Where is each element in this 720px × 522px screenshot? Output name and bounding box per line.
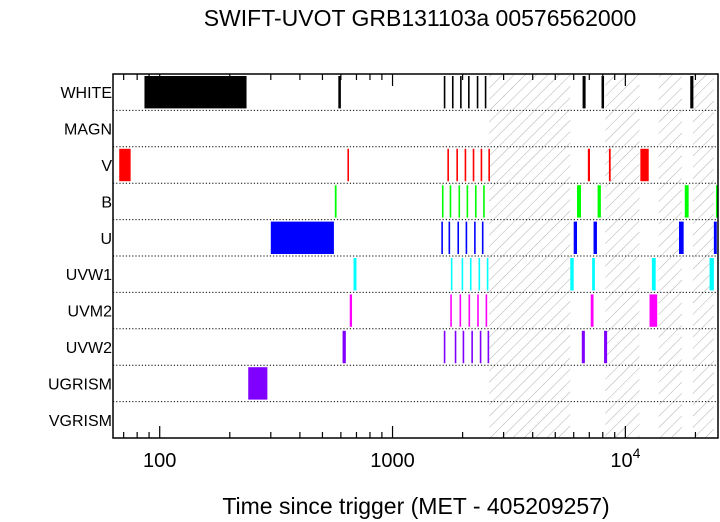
filter-label-u: U xyxy=(100,231,112,248)
x-tick-label-2: 104 xyxy=(610,445,640,472)
exposure-bar-uvm2-3 xyxy=(468,294,471,327)
exposure-bar-white-8 xyxy=(582,76,586,109)
filter-label-ugrism: UGRISM xyxy=(48,376,112,393)
exposure-bar-white-1 xyxy=(338,76,341,109)
exposure-bar-v-4 xyxy=(464,148,467,182)
exposure-bar-uvw2-0 xyxy=(342,330,346,364)
exposure-bar-uvw1-7 xyxy=(592,258,595,291)
exposure-bar-uvm2-0 xyxy=(349,294,353,327)
exposure-bar-uvw1-0 xyxy=(353,258,357,291)
filter-label-vgrism: VGRISM xyxy=(49,413,112,430)
filter-label-b: B xyxy=(101,194,112,211)
exposure-bar-u-2 xyxy=(448,221,451,254)
exposure-bar-uvm2-5 xyxy=(485,294,488,327)
exposure-bar-uvw1-4 xyxy=(478,258,481,291)
exposure-bar-uvw2-2 xyxy=(454,330,457,364)
exposure-bar-v-5 xyxy=(472,148,475,182)
exposure-bar-b-9 xyxy=(684,185,689,218)
exposure-bar-b-7 xyxy=(577,185,582,218)
plot-frame xyxy=(112,73,719,439)
filter-label-uvw2: UVW2 xyxy=(66,340,112,357)
exposure-bar-u-0 xyxy=(270,221,334,254)
bar-layer xyxy=(119,76,718,400)
exposure-bar-u-4 xyxy=(465,221,468,254)
exposure-bar-u-3 xyxy=(457,221,460,254)
exposure-bar-b-10 xyxy=(715,185,718,218)
exposure-bar-u-5 xyxy=(474,221,476,254)
exposure-bar-b-8 xyxy=(597,185,601,218)
exposure-bar-u-1 xyxy=(441,221,443,254)
exposure-bar-white-4 xyxy=(460,76,462,109)
exposure-bar-v-9 xyxy=(608,148,611,182)
filter-label-uvm2: UVM2 xyxy=(68,304,113,321)
exposure-bar-v-0 xyxy=(119,148,131,182)
filter-label-v: V xyxy=(101,158,112,175)
exposure-bar-b-4 xyxy=(466,185,469,218)
exposure-bar-uvm2-7 xyxy=(649,294,658,327)
exposure-bar-uvw1-5 xyxy=(486,258,489,291)
exposure-bar-u-9 xyxy=(679,221,684,254)
exposure-bar-b-1 xyxy=(441,185,444,218)
tick-layer: 100 1000 104 xyxy=(123,74,697,472)
exposure-bar-v-3 xyxy=(456,148,458,182)
exposure-bar-v-1 xyxy=(347,148,350,182)
filter-label-uvw1: UVW1 xyxy=(66,267,112,284)
exposure-bar-u-7 xyxy=(573,221,578,254)
exposure-bar-white-10 xyxy=(690,76,694,109)
exposure-bar-uvm2-4 xyxy=(477,294,479,327)
exposure-bar-b-6 xyxy=(483,185,485,218)
exposure-bar-uvw1-3 xyxy=(469,258,472,291)
exposure-bar-b-0 xyxy=(334,185,337,218)
exposure-bar-uvw1-2 xyxy=(461,258,464,291)
chart-title: SWIFT-UVOT GRB131103a 00576562000 xyxy=(204,5,637,31)
exposure-bar-white-3 xyxy=(451,76,454,109)
exposure-bar-b-2 xyxy=(449,185,452,218)
x-tick-label-1: 1000 xyxy=(370,450,415,472)
exposure-bar-b-5 xyxy=(474,185,477,218)
exposure-bar-uvw2-7 xyxy=(581,330,585,364)
exposure-bar-b-3 xyxy=(458,185,461,218)
exposure-bar-uvm2-2 xyxy=(459,294,462,327)
exposure-bar-v-7 xyxy=(488,148,490,182)
exposure-bar-u-10 xyxy=(713,221,717,254)
exposure-bar-uvw2-1 xyxy=(443,330,446,364)
label-layer: WHITE MAGN V B U UVW1 UVM2 UVW2 UGRISM VGRISM xyxy=(48,85,112,430)
exposure-bar-white-0 xyxy=(144,76,247,109)
exposure-bar-uvw2-6 xyxy=(487,330,490,364)
exposure-bar-v-6 xyxy=(480,148,483,182)
exposure-bar-uvm2-6 xyxy=(590,294,594,327)
exposure-bar-uvw2-3 xyxy=(462,330,465,364)
exposure-bar-v-2 xyxy=(447,148,449,182)
exposure-bar-white-6 xyxy=(476,76,479,109)
exposure-bar-ugrism-0 xyxy=(248,367,268,400)
exposure-bar-uvw1-6 xyxy=(570,258,574,291)
exposure-bar-uvw1-8 xyxy=(651,258,656,291)
hatched-interval-3 xyxy=(692,74,714,438)
filter-label-white: WHITE xyxy=(60,85,112,102)
exposure-bar-uvw2-8 xyxy=(604,330,608,364)
exposure-bar-v-8 xyxy=(587,148,591,182)
x-axis-label: Time since trigger (MET - 405209257) xyxy=(222,493,609,519)
exposure-bar-white-7 xyxy=(484,76,487,109)
exposure-bar-uvw1-1 xyxy=(450,258,453,291)
exposure-bar-white-9 xyxy=(601,76,605,109)
exposure-bar-uvw2-4 xyxy=(471,330,473,364)
exposure-bar-u-6 xyxy=(481,221,484,254)
x-tick-label-0: 100 xyxy=(143,450,176,472)
filter-label-magn: MAGN xyxy=(64,122,112,139)
exposure-bar-white-5 xyxy=(468,76,470,109)
exposure-bar-uvw1-9 xyxy=(709,258,714,291)
exposure-bar-white-2 xyxy=(443,76,446,109)
exposure-bar-uvw2-5 xyxy=(479,330,482,364)
exposure-bar-v-10 xyxy=(640,148,649,182)
exposure-bar-uvm2-1 xyxy=(450,294,452,327)
exposure-bar-u-8 xyxy=(593,221,597,254)
